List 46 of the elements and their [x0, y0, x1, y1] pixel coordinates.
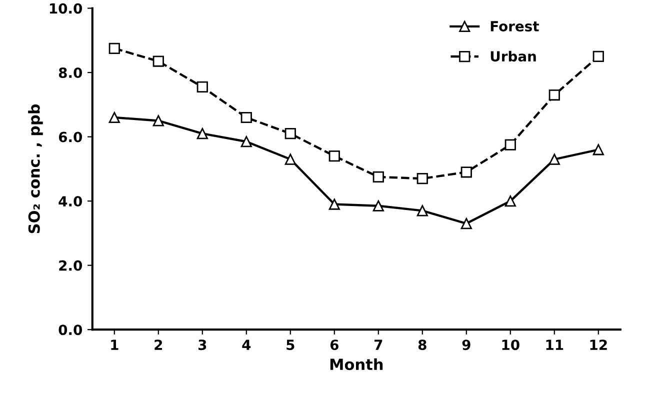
y-tick-label: 8.0	[58, 67, 82, 78]
point	[548, 89, 560, 101]
point	[240, 112, 252, 124]
point	[196, 81, 208, 93]
point	[284, 154, 296, 165]
point	[416, 173, 428, 184]
x-tick-label: 10	[502, 340, 520, 350]
point	[416, 205, 428, 216]
point	[460, 218, 472, 230]
point	[504, 139, 516, 150]
point	[592, 50, 604, 62]
point	[460, 166, 472, 178]
point	[108, 42, 120, 54]
point	[284, 128, 296, 140]
x-tick-label: 1	[111, 340, 118, 350]
point	[592, 144, 604, 156]
y-tick-label: 4.0	[58, 196, 82, 207]
point	[328, 198, 340, 210]
x-tick-label: 4	[242, 340, 251, 350]
y-tick-label: 6.0	[58, 132, 82, 142]
x-tick-label: 5	[286, 340, 294, 350]
point	[196, 128, 208, 140]
x-tick-label: 7	[374, 340, 382, 350]
point	[328, 150, 340, 162]
x-axis-title: Month	[330, 358, 383, 370]
point	[372, 171, 384, 183]
point	[108, 112, 120, 124]
y-axis-title: SO₂ conc. , ppb	[28, 104, 43, 234]
point	[504, 196, 516, 207]
point	[240, 136, 252, 148]
x-tick-label: 2	[154, 340, 162, 350]
x-tick-label: 3	[198, 340, 206, 350]
y-tick-label: 2.0	[59, 260, 82, 271]
point	[152, 115, 164, 126]
legend-label: Urban	[490, 50, 536, 62]
x-tick-label: 8	[418, 340, 426, 350]
point	[372, 200, 384, 212]
point	[152, 56, 164, 67]
point	[548, 154, 560, 165]
x-tick-label: 9	[462, 340, 470, 350]
x-tick-label: 12	[590, 340, 607, 350]
x-tick-label: 11	[546, 340, 564, 350]
legend-label: Forest	[490, 21, 539, 32]
y-tick-label: 10.0	[50, 3, 82, 14]
x-tick-label: 6	[330, 340, 338, 350]
y-tick-label: 0.0	[58, 324, 82, 336]
